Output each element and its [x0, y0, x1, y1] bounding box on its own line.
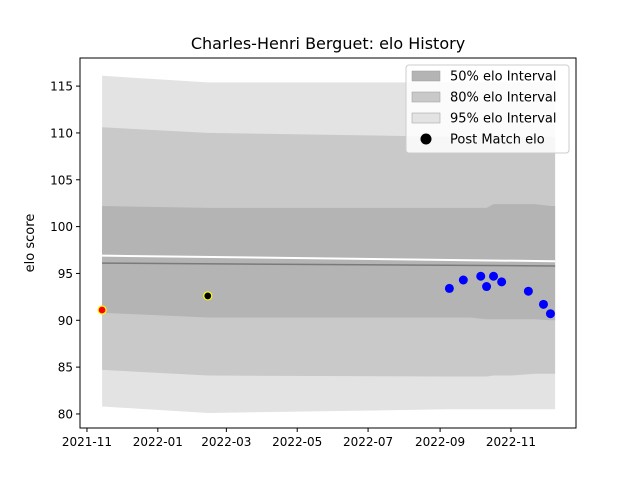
- post-match-point-5: [489, 271, 499, 281]
- post-match-point-4: [482, 282, 492, 292]
- legend-label: 95% elo Interval: [450, 112, 557, 127]
- interval-bands: [102, 75, 556, 414]
- legend-label: 50% elo Interval: [450, 70, 557, 85]
- y-tick-label: 85: [58, 361, 73, 375]
- legend-swatch: [411, 112, 441, 124]
- x-tick-label: 2021-11: [62, 435, 112, 449]
- special-point-2: [203, 291, 213, 301]
- x-tick-label: 2022-03: [201, 435, 251, 449]
- white-reference-line: [102, 254, 556, 263]
- plot-frame: [79, 57, 577, 429]
- y-tick-label: 110: [50, 126, 73, 140]
- post-match-point-8: [538, 299, 548, 309]
- legend-box: [405, 64, 570, 154]
- y-tick-label: 100: [50, 220, 73, 234]
- post-match-point-1: [444, 283, 454, 293]
- data-points: [97, 271, 555, 319]
- y-tick-label: 115: [50, 80, 73, 94]
- special-point-1: [97, 305, 107, 315]
- trend-lines: [102, 254, 556, 267]
- post-match-point-2: [458, 275, 468, 285]
- legend-label: Post Match elo: [450, 133, 545, 148]
- y-axis-label: elo score: [23, 214, 38, 273]
- post-match-point-6: [497, 277, 507, 287]
- legend-swatch: [411, 91, 441, 103]
- mean-elo-line: [102, 262, 556, 267]
- legend-label: 80% elo Interval: [450, 91, 557, 106]
- y-tick-label: 95: [58, 267, 73, 281]
- y-axis: 80 85 90 95 100 105 110 115: [50, 80, 80, 421]
- y-tick-label: 105: [50, 173, 73, 187]
- chart-title: Charles-Henri Berguet: elo History: [191, 34, 465, 53]
- x-tick-label: 2022-07: [343, 435, 393, 449]
- band-50-percent: [102, 204, 556, 321]
- post-match-point-7: [523, 286, 533, 296]
- post-match-point-9: [545, 309, 555, 319]
- legend-marker: [420, 133, 432, 145]
- x-tick-label: 2022-11: [486, 435, 536, 449]
- x-tick-label: 2022-05: [272, 435, 322, 449]
- x-axis: 2021-11 2022-01 2022-03 2022-05 2022-07 2022-…: [62, 428, 536, 449]
- x-tick-label: 2022-01: [133, 435, 183, 449]
- y-tick-label: 90: [58, 314, 73, 328]
- legend-swatch: [411, 70, 441, 82]
- post-match-point-3: [476, 271, 486, 281]
- legend: 50% elo Interval 80% elo Interval 95% elo …: [405, 64, 570, 154]
- x-tick-label: 2022-09: [415, 435, 465, 449]
- y-tick-label: 80: [58, 407, 73, 421]
